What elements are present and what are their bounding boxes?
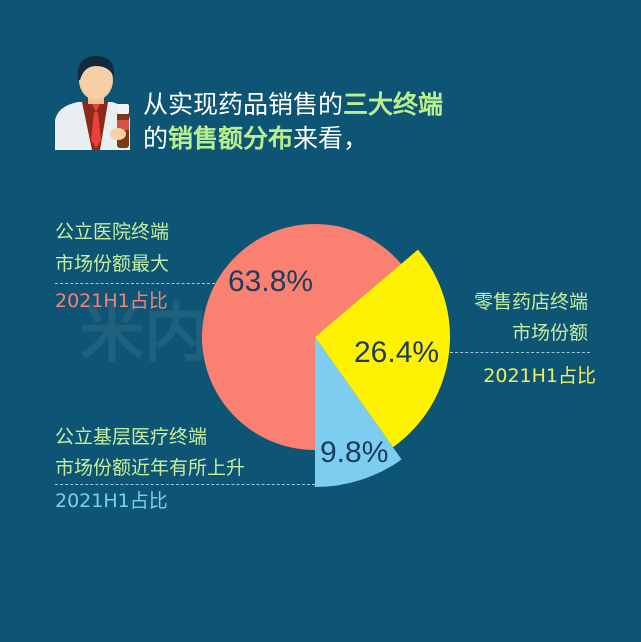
primary-care-period: 2021H1占比 xyxy=(55,490,168,512)
primary-care-label-2: 市场份额近年有所上升 xyxy=(55,457,246,479)
header-line-1: 从实现药品销售的三大终端 xyxy=(143,90,444,119)
retail-label-1: 零售药店终端 xyxy=(473,291,588,313)
pie-slice-0 xyxy=(201,223,402,450)
hospital-value-label: 63.8% xyxy=(228,265,314,298)
retail-label-2: 市场份额 xyxy=(511,322,588,344)
primary-care-value-label: 9.8% xyxy=(320,436,389,469)
primary-care-label-1: 公立基层医疗终端 xyxy=(55,426,208,448)
pie-slice-1 xyxy=(315,249,451,448)
pie-slice-2 xyxy=(315,337,402,487)
hospital-label-1: 公立医院终端 xyxy=(55,221,170,243)
retail-value-label: 26.4% xyxy=(354,336,440,369)
hospital-label-2: 市场份额最大 xyxy=(55,253,170,275)
divider xyxy=(450,352,590,353)
divider xyxy=(55,283,215,284)
header-line-2: 的销售额分布来看， xyxy=(143,124,369,153)
pie-chart xyxy=(201,223,451,487)
divider xyxy=(55,484,315,485)
retail-period: 2021H1占比 xyxy=(483,365,596,387)
doctor-icon xyxy=(55,56,130,150)
hospital-period: 2021H1占比 xyxy=(55,290,168,312)
